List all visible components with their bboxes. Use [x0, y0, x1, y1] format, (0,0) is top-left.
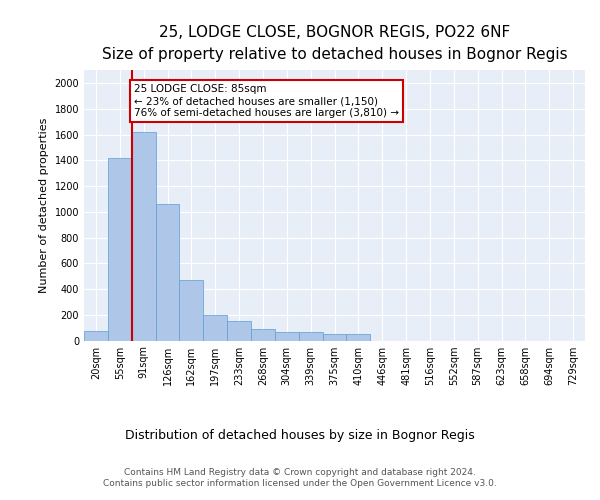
- Y-axis label: Number of detached properties: Number of detached properties: [39, 118, 49, 293]
- Text: 25 LODGE CLOSE: 85sqm
← 23% of detached houses are smaller (1,150)
76% of semi-d: 25 LODGE CLOSE: 85sqm ← 23% of detached …: [134, 84, 399, 117]
- Bar: [132, 132, 155, 340]
- Bar: [155, 204, 179, 340]
- Bar: [251, 329, 275, 340]
- Bar: [227, 320, 251, 340]
- Text: Contains HM Land Registry data © Crown copyright and database right 2024.
Contai: Contains HM Land Registry data © Crown c…: [103, 468, 497, 487]
- Bar: [346, 334, 370, 340]
- Bar: [299, 332, 323, 340]
- Bar: [179, 280, 203, 340]
- Text: Distribution of detached houses by size in Bognor Regis: Distribution of detached houses by size …: [125, 428, 475, 442]
- Title: 25, LODGE CLOSE, BOGNOR REGIS, PO22 6NF
Size of property relative to detached ho: 25, LODGE CLOSE, BOGNOR REGIS, PO22 6NF …: [102, 25, 568, 62]
- Bar: [108, 158, 132, 340]
- Bar: [84, 331, 108, 340]
- Bar: [323, 334, 346, 340]
- Bar: [203, 315, 227, 340]
- Bar: [275, 332, 299, 340]
